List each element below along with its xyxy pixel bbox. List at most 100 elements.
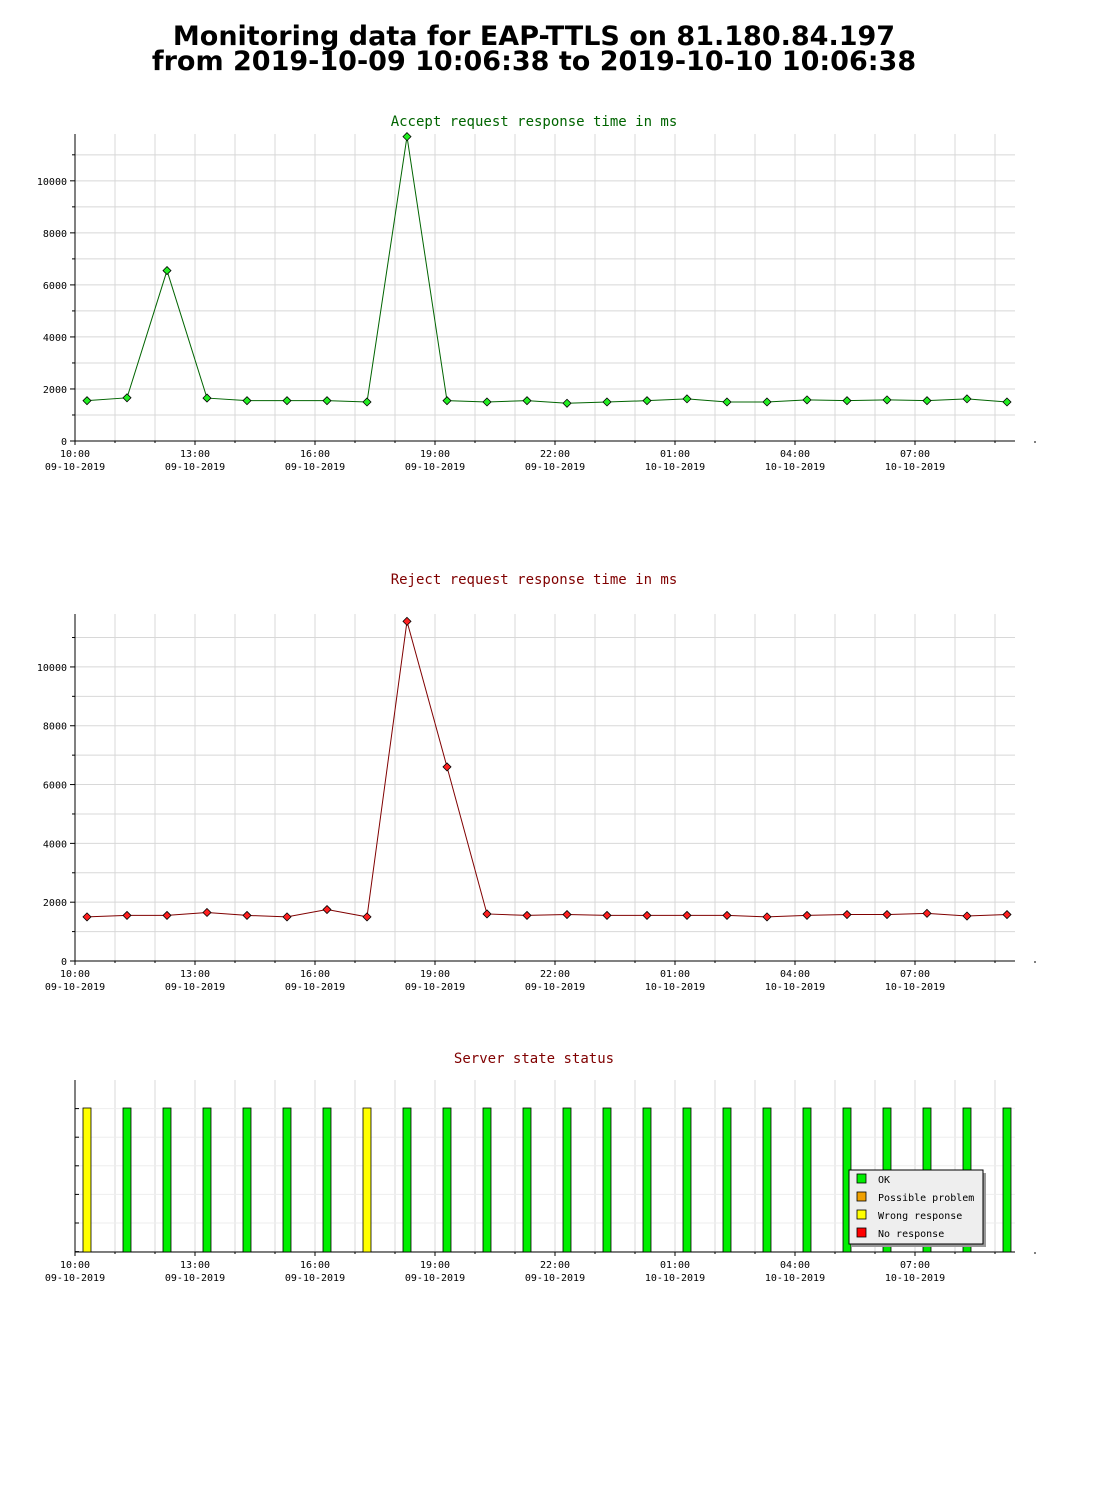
legend-label: No response — [878, 1229, 944, 1240]
status-chart-title: Server state status — [454, 1051, 614, 1067]
reject-chart-data-point — [682, 910, 692, 920]
status-bar-ok — [162, 1107, 172, 1253]
reject-chart-data-point — [202, 907, 212, 918]
status-chart-x-tick-date: 09-10-2019 — [525, 1273, 585, 1284]
accept-chart-x-tick-date: 09-10-2019 — [45, 462, 105, 473]
accept-chart-x-tick-time: 19:00 — [420, 449, 450, 460]
accept-chart-y-tick-label: 8000 — [43, 229, 67, 240]
accept-chart-data-point — [962, 394, 972, 404]
accept-chart-x-tick-time: 13:00 — [180, 449, 210, 460]
accept-chart-data-point — [402, 132, 412, 142]
reject-chart-data-point — [1002, 909, 1012, 920]
reject-chart-title: Reject request response time in ms — [391, 572, 678, 588]
status-chart-x-tick-date: 09-10-2019 — [285, 1273, 345, 1284]
accept-chart-data-point — [922, 396, 932, 406]
page-title-line-1: Monitoring data for EAP-TTLS on 81.180.8… — [172, 21, 896, 52]
accept-chart-x-tick-time: 04:00 — [780, 449, 810, 460]
status-chart-x-tick-date: 09-10-2019 — [165, 1273, 225, 1284]
reject-chart-y-tick-label: 2000 — [43, 898, 67, 909]
reject-chart-data-point — [522, 910, 532, 920]
page-title-line-2: from 2019-10-09 10:06:38 to 2019-10-10 1… — [151, 46, 917, 77]
reject-chart-y-tick-label: 0 — [61, 957, 67, 968]
status-chart-x-tick-date: 09-10-2019 — [405, 1273, 465, 1284]
reject-chart-x-tick-date: 10-10-2019 — [645, 982, 705, 993]
accept-chart-title: Accept request response time in ms — [391, 114, 678, 130]
status-chart-x-tick-time: 19:00 — [420, 1260, 450, 1271]
reject-chart-x-tick-time: 10:00 — [60, 969, 90, 980]
status-bar-ok — [522, 1107, 532, 1253]
accept-chart-data-point — [802, 395, 812, 405]
reject-chart-x-tick-date: 09-10-2019 — [525, 982, 585, 993]
accept-chart-x-tick-date: 09-10-2019 — [165, 462, 225, 473]
accept-chart-data-point — [762, 397, 772, 407]
accept-chart-x-tick-date: 09-10-2019 — [525, 462, 585, 473]
reject-chart-y-tick-label: 10000 — [37, 663, 67, 674]
status-bar-wrong-response — [362, 1107, 372, 1253]
accept-chart-data-point — [842, 396, 852, 406]
status-bar-ok — [722, 1107, 732, 1253]
status-bar-ok — [762, 1107, 772, 1253]
status-bar-ok — [402, 1107, 412, 1253]
status-bar-ok — [682, 1107, 692, 1253]
reject-chart-data-point — [762, 912, 772, 922]
reject-chart-data-point — [482, 909, 492, 919]
accept-chart-data-point — [82, 396, 92, 406]
accept-chart-x-tick-time: 01:00 — [660, 449, 690, 460]
reject-chart-x-tick-time: 22:00 — [540, 969, 570, 980]
reject-chart-data-point — [802, 910, 812, 920]
accept-chart-data-point — [242, 396, 252, 406]
status-bar-ok — [242, 1107, 252, 1253]
status-bar-ok — [802, 1107, 812, 1253]
status-chart-x-tick-time: 22:00 — [540, 1260, 570, 1271]
reject-chart-data-point — [602, 910, 612, 920]
status-chart-x-tick-time: 04:00 — [780, 1260, 810, 1271]
accept-chart-data-point — [122, 393, 132, 403]
status-bar-ok — [442, 1107, 452, 1253]
status-bar-ok — [122, 1107, 132, 1253]
legend-swatch-wrong-response — [856, 1209, 867, 1220]
accept-chart-data-point — [322, 396, 332, 406]
status-chart-x-tick-time: 10:00 — [60, 1260, 90, 1271]
reject-chart-x-tick-time: 13:00 — [180, 969, 210, 980]
page-title: Monitoring data for EAP-TTLS on 81.180.8… — [0, 21, 1068, 77]
reject-chart-data-point — [282, 912, 292, 922]
accept-chart-x-tick-date: 10-10-2019 — [765, 462, 825, 473]
status-chart-x-tick-time: 13:00 — [180, 1260, 210, 1271]
accept-chart-data-point — [1002, 397, 1012, 407]
status-bar-ok — [1002, 1107, 1012, 1253]
reject-chart-data-point — [642, 910, 652, 920]
reject-chart-x-tick-time: 07:00 — [900, 969, 930, 980]
legend-label: Possible problem — [878, 1193, 974, 1204]
reject-chart-data-point — [922, 908, 932, 918]
reject-chart-x-tick-date: 09-10-2019 — [285, 982, 345, 993]
reject-chart-data-point — [442, 762, 452, 772]
reject-chart-y-tick-label: 4000 — [43, 839, 67, 850]
reject-chart-x-tick-date: 09-10-2019 — [405, 982, 465, 993]
accept-chart-x-tick-date: 09-10-2019 — [285, 462, 345, 473]
accept-chart-x-tick-time: 07:00 — [900, 449, 930, 460]
status-chart-x-tick-time: 07:00 — [900, 1260, 930, 1271]
status-chart-x-tick-date: 10-10-2019 — [885, 1273, 945, 1284]
accept-chart-data-point — [642, 396, 652, 406]
reject-chart-data-point — [562, 909, 572, 920]
accept-chart-y-tick-label: 10000 — [37, 177, 67, 188]
reject-chart-data-point — [962, 911, 972, 921]
accept-chart-x-tick-time: 10:00 — [60, 449, 90, 460]
accept-chart-data-point — [882, 395, 892, 405]
reject-chart-x-tick-date: 10-10-2019 — [765, 982, 825, 993]
status-bar-ok — [282, 1107, 292, 1253]
legend-label: OK — [878, 1175, 890, 1186]
reject-chart-data-point — [162, 910, 172, 920]
accept-chart-y-tick-label: 6000 — [43, 281, 67, 292]
accept-chart-data-point — [682, 394, 692, 404]
accept-chart-data-point — [202, 393, 212, 403]
legend-label: Wrong response — [878, 1211, 962, 1222]
accept-chart-x-tick-date: 09-10-2019 — [405, 462, 465, 473]
accept-chart-data-point — [602, 397, 612, 407]
reject-chart-x-tick-time: 04:00 — [780, 969, 810, 980]
reject-chart-data-point — [722, 910, 732, 920]
status-bar-ok — [482, 1107, 492, 1253]
reject-chart-y-tick-label: 8000 — [43, 722, 67, 733]
reject-chart-data-point — [82, 912, 92, 922]
